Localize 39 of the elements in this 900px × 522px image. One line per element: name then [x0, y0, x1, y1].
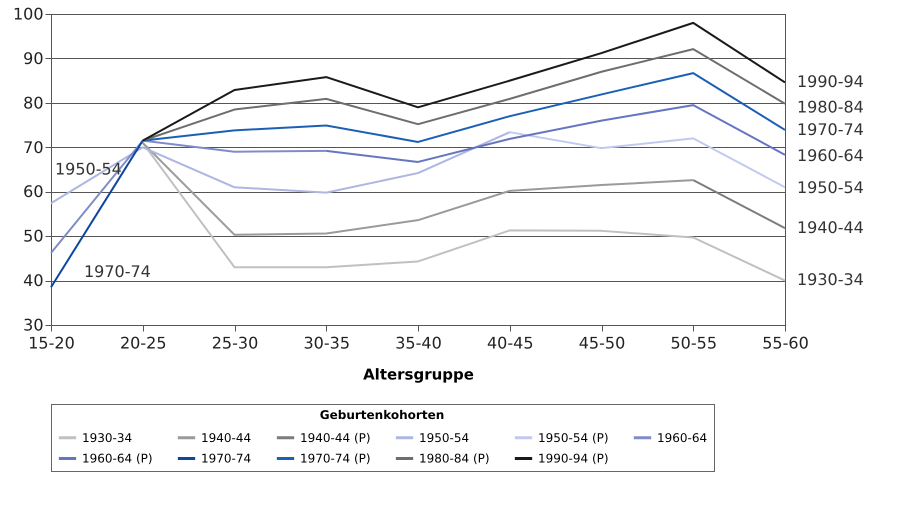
legend-label: 1930-34 [82, 430, 132, 445]
y-tick-label: 30 [23, 316, 44, 334]
legend-title: Geburtenkohorten [320, 408, 444, 422]
annotation: 1990-94 [797, 72, 864, 91]
annotation: 1980-84 [797, 97, 864, 116]
x-tick-label: 55-60 [762, 334, 809, 352]
y-tick-label: 70 [23, 138, 44, 157]
x-tick-label: 50-55 [670, 334, 717, 352]
annotation: 1960-64 [797, 146, 864, 166]
x-tick-label: 25-30 [212, 334, 258, 352]
x-tick-label: 15-20 [28, 334, 75, 352]
x-tick-label: 30-35 [304, 334, 350, 352]
x-tick-label: 35-40 [395, 334, 442, 352]
y-tick-label: 60 [23, 182, 44, 202]
y-tick-label: 100 [12, 4, 44, 24]
legend-label: 1990-94 (P) [538, 452, 609, 466]
legend-label: 1960-64 (P) [82, 452, 153, 466]
x-tick-label: 45-50 [578, 334, 626, 352]
y-tick-label: 50 [23, 226, 44, 246]
y-tick-label: 80 [23, 93, 44, 112]
legend-label: 1960-64 [657, 430, 708, 445]
legend-label: 1980-84 (P) [419, 452, 490, 466]
annotation: 1940-44 [797, 218, 864, 238]
annotation: 1950-54 [55, 160, 122, 178]
x-tick-label: 20-25 [120, 334, 166, 352]
legend-label: 1940-44 [201, 430, 252, 445]
annotation: 1970-74 [797, 120, 864, 139]
legend-label: 1950-54 [419, 430, 470, 445]
legend-label: 1970-74 [201, 452, 252, 466]
y-tick-label: 40 [23, 271, 44, 290]
x-axis-title: Altersgruppe [363, 366, 474, 384]
annotation: 1950-54 [797, 178, 864, 198]
x-tick-label: 40-45 [487, 334, 534, 352]
legend-label: 1950-54 (P) [538, 430, 609, 445]
legend-label: 1970-74 (P) [300, 452, 371, 466]
legend-label: 1940-44 (P) [300, 430, 371, 445]
y-tick-label: 90 [23, 48, 44, 68]
annotation: 1970-74 [84, 262, 151, 282]
annotation: 1930-34 [797, 270, 864, 290]
